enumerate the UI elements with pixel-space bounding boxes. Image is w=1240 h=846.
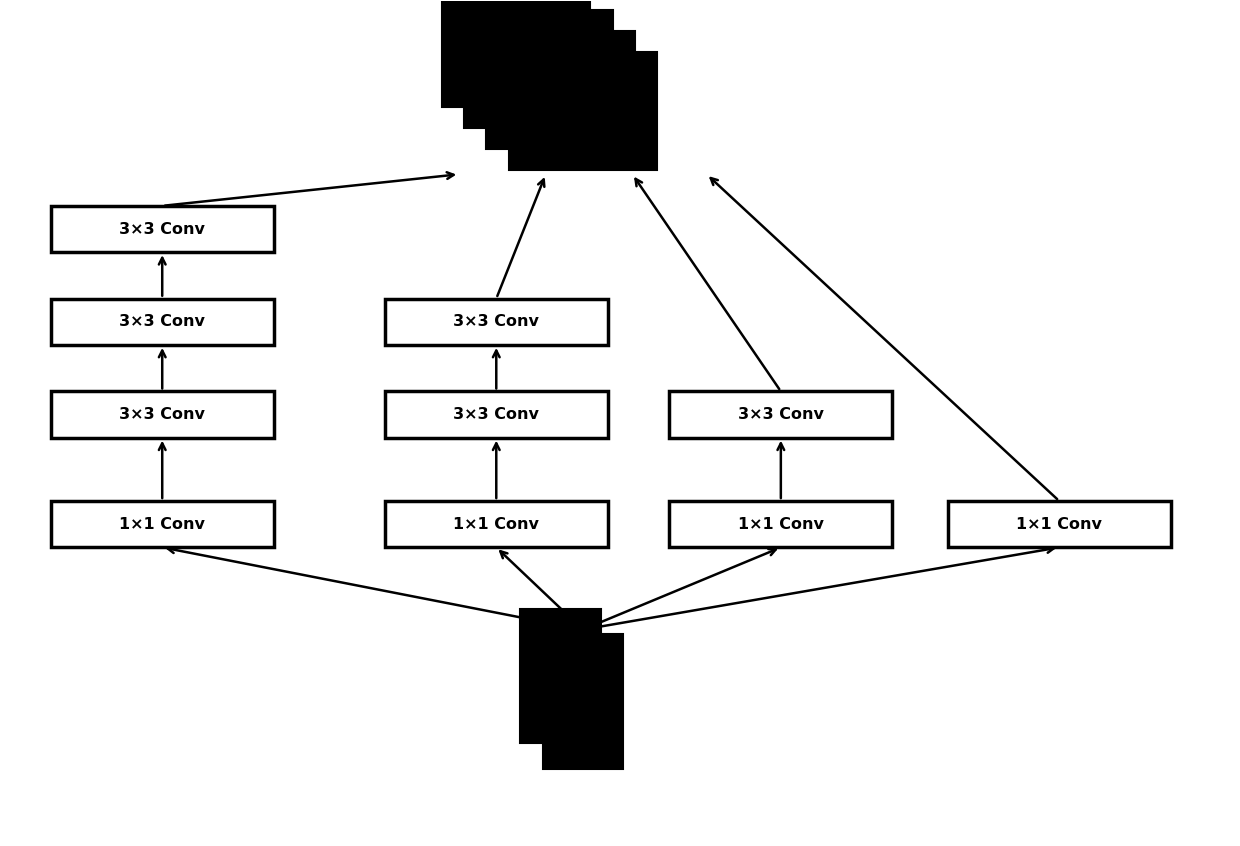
Bar [521, 608, 601, 744]
Bar [51, 501, 274, 547]
Bar [384, 501, 608, 547]
Bar [51, 392, 274, 437]
Bar [464, 10, 613, 128]
Text: 1×1 Conv: 1×1 Conv [454, 517, 539, 531]
Text: 3×3 Conv: 3×3 Conv [119, 315, 205, 329]
Bar [947, 501, 1171, 547]
Bar [384, 299, 608, 345]
Bar [441, 0, 590, 107]
Bar [51, 206, 274, 252]
Text: 3×3 Conv: 3×3 Conv [454, 315, 539, 329]
Bar [670, 501, 893, 547]
Text: 3×3 Conv: 3×3 Conv [119, 222, 205, 237]
Text: 3×3 Conv: 3×3 Conv [454, 407, 539, 422]
Text: 3×3 Conv: 3×3 Conv [738, 407, 823, 422]
Bar [384, 392, 608, 437]
Bar [508, 52, 657, 170]
Text: 3×3 Conv: 3×3 Conv [119, 407, 205, 422]
Text: 1×1 Conv: 1×1 Conv [738, 517, 823, 531]
Bar [486, 31, 635, 149]
Bar [670, 392, 893, 437]
Text: 1×1 Conv: 1×1 Conv [119, 517, 205, 531]
Bar [51, 299, 274, 345]
Bar [543, 634, 622, 769]
Text: 1×1 Conv: 1×1 Conv [1017, 517, 1102, 531]
